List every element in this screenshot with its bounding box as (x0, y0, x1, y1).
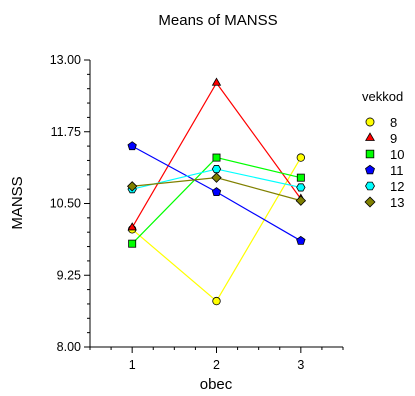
data-point (128, 239, 137, 248)
data-point (212, 296, 221, 306)
legend-label: 12 (390, 179, 404, 194)
legend-label: 10 (390, 147, 404, 162)
data-point (212, 153, 221, 162)
data-point (127, 141, 137, 151)
series-layer (126, 77, 307, 306)
series-11 (127, 141, 306, 245)
chart-title: Means of MANSS (158, 12, 277, 29)
data-point (296, 153, 306, 162)
legend-label: 8 (390, 115, 397, 130)
y-tick-label: 11.75 (51, 125, 81, 139)
data-point (126, 181, 138, 192)
y-tick-label: 13.00 (50, 53, 81, 67)
x-tick-label: 1 (129, 358, 136, 372)
data-point (295, 195, 307, 206)
legend-entry-10: 10 (365, 147, 404, 162)
x-tick-label: 2 (213, 358, 220, 372)
data-point (211, 77, 222, 86)
legend-title: vekkod (362, 89, 403, 104)
data-point (211, 187, 222, 196)
legend-marker (364, 196, 376, 208)
y-axis-title: MANSS (9, 176, 26, 229)
y-tick-label: 10.50 (50, 197, 81, 211)
data-point (211, 172, 222, 183)
series-12 (127, 165, 306, 194)
data-point (296, 173, 305, 182)
legend-marker (365, 117, 375, 127)
legend-entry-13: 13 (364, 195, 404, 210)
legend-marker (365, 181, 375, 191)
data-point (211, 165, 222, 174)
y-tick-label: 9.25 (57, 268, 81, 282)
y-tick-label: 8.00 (57, 340, 81, 354)
legend-marker (365, 149, 375, 159)
legend-marker (365, 132, 375, 141)
series-10 (128, 153, 305, 248)
legend-label: 11 (390, 163, 404, 178)
x-axis-title: obec (200, 376, 233, 393)
axes: 8.00 9.25 10.50 11.75 13.00 1 2 3 (50, 53, 344, 372)
data-point (296, 235, 306, 245)
legend-entry-8: 8 (365, 115, 397, 130)
data-point (127, 222, 137, 231)
series-13 (126, 172, 307, 206)
legend-marker (365, 164, 375, 175)
data-point (296, 183, 306, 192)
legend-label: 13 (390, 195, 404, 210)
legend-entry-9: 9 (365, 131, 397, 146)
legend-label: 9 (390, 131, 397, 146)
legend-entry-12: 12 (365, 179, 404, 194)
x-tick-label: 3 (297, 358, 304, 372)
legend-entry-11: 11 (365, 163, 404, 178)
